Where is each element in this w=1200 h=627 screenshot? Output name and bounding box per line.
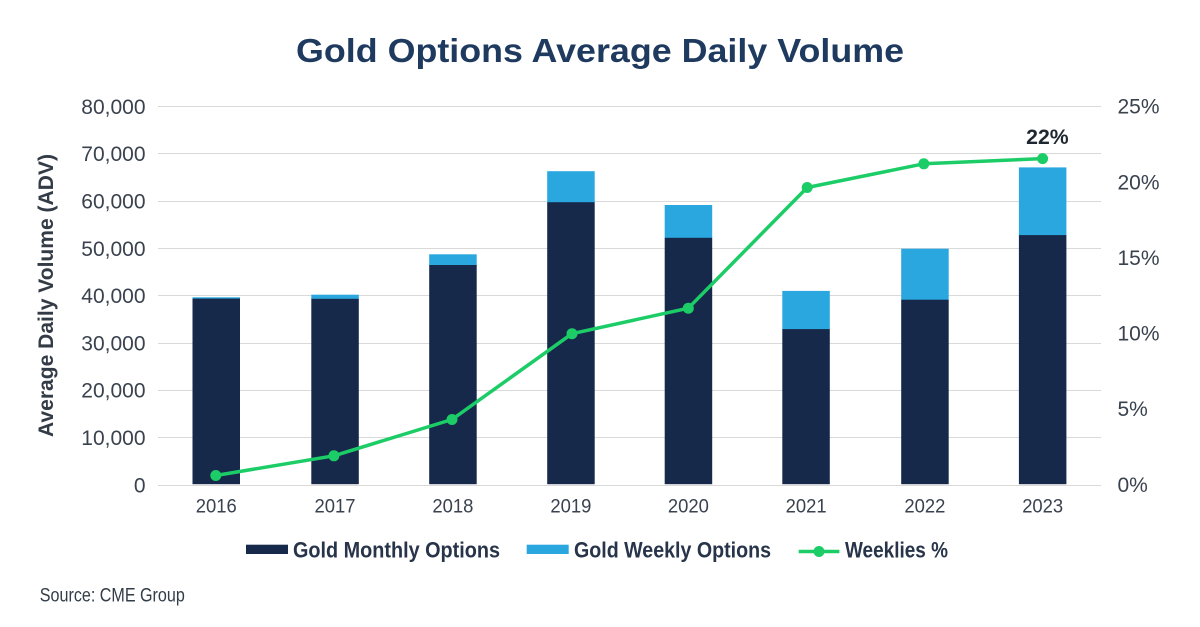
svg-text:Average Daily Volume (ADV): Average Daily Volume (ADV): [35, 154, 58, 437]
svg-text:Weeklies %: Weeklies %: [845, 537, 948, 562]
svg-text:15%: 15%: [1118, 247, 1160, 270]
svg-text:60,000: 60,000: [81, 191, 145, 214]
svg-text:80,000: 80,000: [81, 96, 145, 119]
svg-text:2019: 2019: [550, 496, 591, 518]
svg-text:50,000: 50,000: [81, 238, 145, 261]
svg-text:0%: 0%: [1118, 474, 1148, 497]
svg-text:20%: 20%: [1118, 171, 1160, 194]
svg-text:22%: 22%: [1026, 125, 1069, 149]
svg-text:10,000: 10,000: [81, 427, 145, 450]
svg-text:2023: 2023: [1022, 496, 1063, 518]
svg-text:20,000: 20,000: [81, 380, 145, 403]
svg-text:30,000: 30,000: [81, 332, 145, 355]
svg-text:70,000: 70,000: [81, 143, 145, 166]
svg-text:Gold Monthly Options: Gold Monthly Options: [293, 537, 500, 562]
svg-text:40,000: 40,000: [81, 285, 145, 308]
svg-text:2016: 2016: [196, 496, 237, 518]
svg-text:2021: 2021: [786, 496, 827, 518]
svg-text:2022: 2022: [904, 496, 945, 518]
svg-text:Source: CME Group: Source: CME Group: [40, 585, 185, 606]
svg-text:5%: 5%: [1118, 398, 1148, 421]
svg-text:Gold Weekly Options: Gold Weekly Options: [574, 537, 771, 562]
svg-text:10%: 10%: [1118, 323, 1160, 346]
svg-text:2017: 2017: [315, 496, 356, 518]
svg-text:25%: 25%: [1118, 96, 1160, 119]
svg-text:2020: 2020: [668, 496, 709, 518]
svg-text:Gold Options Average Daily Vol: Gold Options Average Daily Volume: [296, 33, 904, 70]
svg-text:2018: 2018: [432, 496, 473, 518]
svg-text:0: 0: [134, 474, 146, 497]
